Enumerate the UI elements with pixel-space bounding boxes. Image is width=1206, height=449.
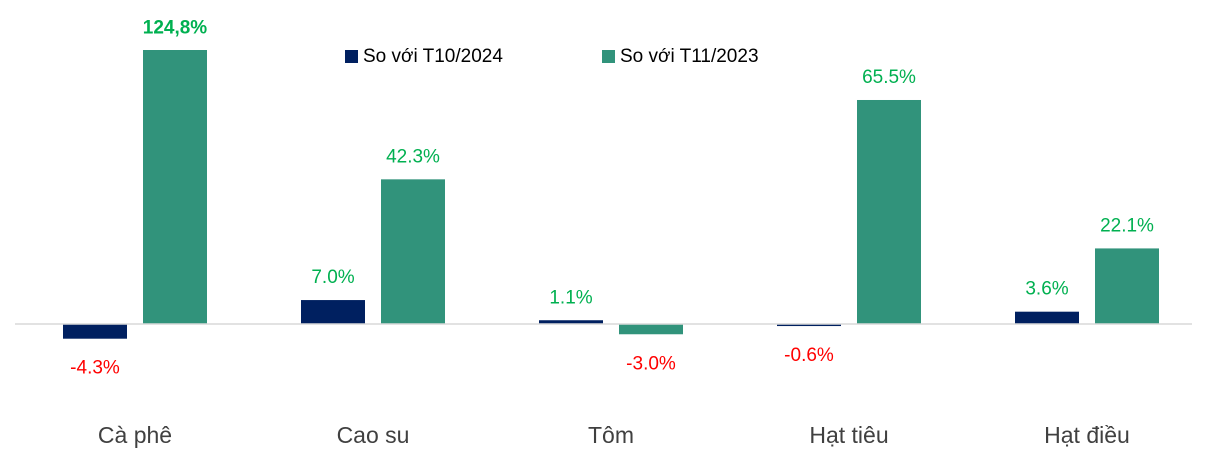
x-tick-label: Tôm — [588, 422, 634, 448]
legend-label: So với T10/2024 — [363, 46, 503, 67]
x-tick-label: Cao su — [337, 422, 410, 448]
data-label: -0.6% — [784, 345, 834, 366]
bar — [143, 50, 207, 325]
data-label: 3.6% — [1025, 279, 1068, 300]
bar — [1095, 248, 1159, 324]
bar — [619, 324, 683, 335]
data-label: -4.3% — [70, 358, 120, 379]
data-label: 7.0% — [311, 267, 354, 288]
bar — [777, 324, 841, 327]
data-label: 124,8% — [143, 17, 208, 38]
data-label: 65.5% — [862, 67, 916, 88]
legend-label: So với T11/2023 — [620, 46, 759, 67]
x-tick-label: Cà phê — [98, 422, 172, 448]
bar — [301, 300, 365, 324]
legend-swatch — [602, 50, 615, 63]
legend-swatch — [345, 50, 358, 63]
bar — [63, 324, 127, 339]
data-label: 1.1% — [549, 287, 592, 308]
x-tick-label: Hạt điều — [1044, 422, 1130, 448]
bar — [539, 320, 603, 324]
data-label: 42.3% — [386, 146, 440, 167]
bar — [381, 179, 445, 324]
x-tick-label: Hạt tiêu — [809, 422, 888, 448]
data-label: -3.0% — [626, 353, 676, 374]
data-label: 22.1% — [1100, 215, 1154, 236]
bar — [1015, 311, 1079, 324]
plot-area — [63, 50, 1159, 339]
bar — [857, 99, 921, 325]
